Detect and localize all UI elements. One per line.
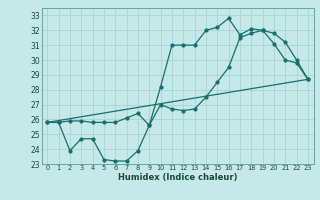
X-axis label: Humidex (Indice chaleur): Humidex (Indice chaleur) [118, 173, 237, 182]
